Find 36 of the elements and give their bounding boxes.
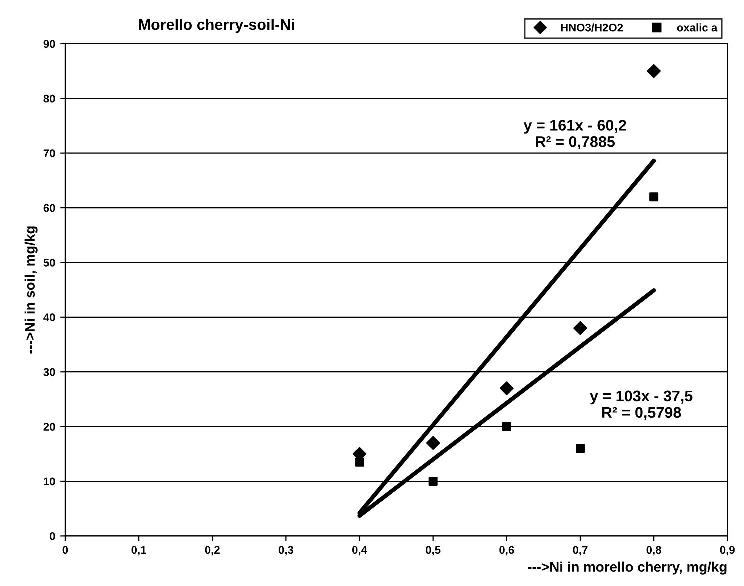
y-tick-label: 30 xyxy=(44,368,56,376)
point xyxy=(647,64,661,78)
x-axis-title: --->Ni in morello cherry, mg/kg xyxy=(528,562,727,575)
annotation: y = 161x - 60,2 R² = 0,7885 xyxy=(524,120,626,150)
point xyxy=(500,382,514,396)
y-tick-label: 20 xyxy=(44,423,56,431)
x-tick-label: 0,3 xyxy=(278,546,294,556)
x-tick-label: 0,5 xyxy=(426,546,441,556)
x-tick-label: 0,7 xyxy=(573,546,588,556)
x-tick-label: 0 xyxy=(62,546,68,554)
x-tick-label: 0,9 xyxy=(720,546,735,556)
x-tick-label: 0,6 xyxy=(500,546,514,556)
chart-title: Morello cherry-soil-Ni xyxy=(139,18,294,34)
legend-label: oxalic a xyxy=(677,24,718,32)
y-tick-label: 50 xyxy=(44,258,56,267)
y-axis-title: --->Ni in soil, mg/kg xyxy=(24,226,38,354)
point xyxy=(650,192,659,202)
x-tick-label: 0,2 xyxy=(205,546,220,556)
point xyxy=(574,321,588,336)
y-tick-label: 60 xyxy=(44,204,56,212)
point xyxy=(355,458,364,467)
point xyxy=(428,477,438,486)
y-tick-label: 10 xyxy=(44,478,56,486)
annotation: y = 103x - 37,5 R² = 0,5798 xyxy=(590,390,693,420)
point xyxy=(426,436,440,450)
point xyxy=(576,444,585,454)
x-tick-label: 0,1 xyxy=(132,546,146,556)
y-tick-label: 40 xyxy=(44,314,56,322)
x-tick-label: 0,4 xyxy=(352,546,368,556)
y-tick-label: 90 xyxy=(44,40,56,48)
y-tick-label: 0 xyxy=(50,532,56,540)
y-tick-label: 80 xyxy=(44,94,56,103)
legend-label: HNO3/H2O2 xyxy=(561,24,624,32)
y-tick-label: 70 xyxy=(44,150,56,158)
x-tick-label: 0,8 xyxy=(646,546,662,556)
point xyxy=(502,422,512,432)
